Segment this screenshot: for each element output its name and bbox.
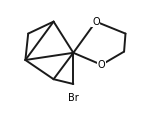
Text: O: O — [92, 17, 100, 27]
Text: O: O — [98, 60, 105, 70]
Text: Br: Br — [68, 93, 79, 103]
